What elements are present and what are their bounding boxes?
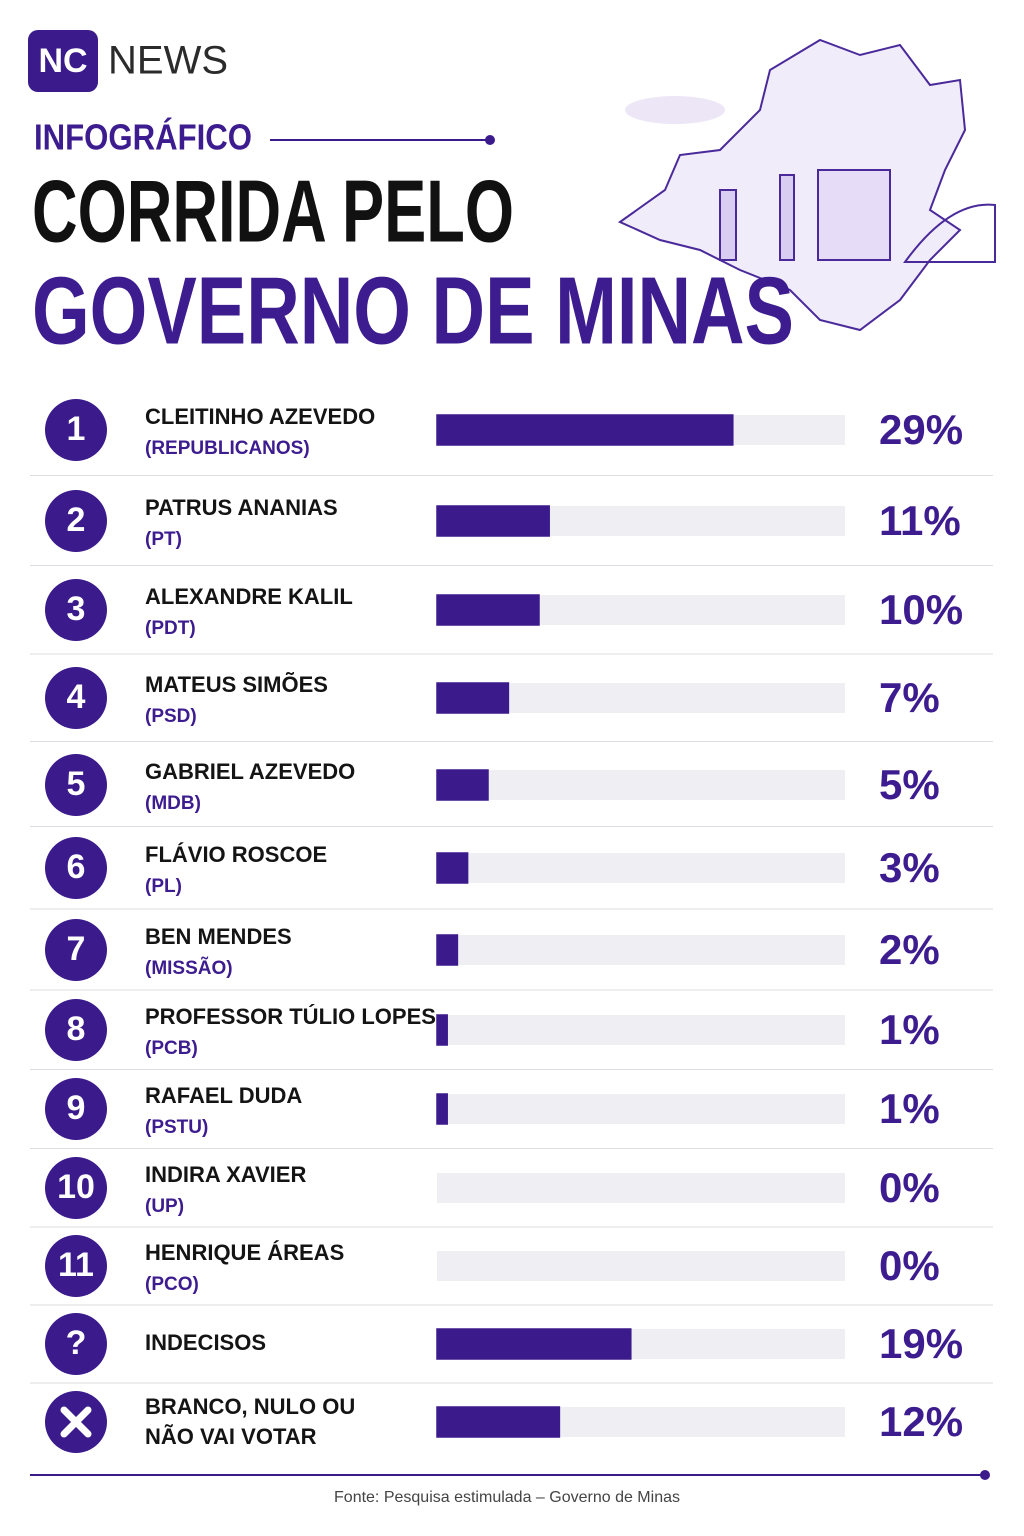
- value-label: 11%: [879, 497, 961, 544]
- value-label: 29%: [879, 406, 963, 453]
- rank: 2: [67, 501, 86, 539]
- party: (MISSÃO): [145, 957, 233, 979]
- candidate-name: MATEUS SIMÕES: [145, 672, 328, 697]
- candidate-name: INDECISOS: [145, 1330, 266, 1355]
- candidate-name: PATRUS ANANIAS: [145, 495, 338, 520]
- bar: [436, 1014, 448, 1046]
- bar-track: [437, 1015, 845, 1045]
- bar-track: [437, 770, 845, 800]
- value-label: 1%: [879, 1085, 940, 1132]
- logo: NC: [38, 42, 87, 80]
- party: (MDB): [145, 793, 201, 814]
- candidate-name: RAFAEL DUDA: [145, 1083, 302, 1108]
- bar: [436, 934, 459, 966]
- candidate-name: INDIRA XAVIER: [145, 1162, 306, 1187]
- bar-track: [437, 853, 845, 883]
- rank: ?: [66, 1324, 87, 1362]
- rank: 4: [67, 678, 86, 716]
- rank: 5: [67, 765, 86, 803]
- bar: [436, 1093, 448, 1125]
- party: (REPUBLICANOS): [145, 438, 310, 459]
- bar-track: [437, 1094, 845, 1124]
- party: (UP): [145, 1196, 184, 1217]
- rank: 9: [67, 1089, 86, 1127]
- rank-badge: [45, 490, 107, 552]
- bar-track: [437, 935, 845, 965]
- value-label: 5%: [879, 761, 940, 808]
- rank: 3: [67, 590, 86, 628]
- rank-badge: [45, 837, 107, 899]
- party: (PSD): [145, 706, 197, 727]
- value-label: 0%: [879, 1242, 940, 1289]
- party: (PT): [145, 529, 182, 550]
- value-label: 3%: [879, 844, 940, 891]
- rank-badge: [45, 754, 107, 816]
- rank: 8: [67, 1010, 86, 1048]
- bar: [436, 852, 469, 884]
- value-label: 12%: [879, 1398, 963, 1445]
- candidate-name: BRANCO, NULO OU NÃO VAI VOTAR: [145, 1394, 355, 1449]
- bar: [436, 682, 510, 714]
- bar: [436, 769, 489, 801]
- value-label: 0%: [879, 1164, 940, 1211]
- bar: [436, 505, 550, 537]
- logo-box: [28, 30, 98, 92]
- title-line: GOVERNO DE MINAS: [32, 257, 794, 364]
- kicker-dot: [485, 135, 495, 145]
- candidate-name: CLEITINHO AZEVEDO: [145, 404, 375, 429]
- bar-track: [437, 1251, 845, 1281]
- party: (PDT): [145, 618, 196, 639]
- candidate-name: BEN MENDES: [145, 924, 292, 949]
- title-line: CORRIDA PELO: [32, 161, 514, 260]
- candidate-name: ALEXANDRE KALIL: [145, 584, 353, 609]
- party: (PCO): [145, 1274, 199, 1295]
- rank-badge: [45, 399, 107, 461]
- rank: 1: [67, 410, 86, 448]
- kicker: INFOGRÁFICO: [34, 117, 252, 158]
- candidate-name: GABRIEL AZEVEDO: [145, 759, 355, 784]
- source: Fonte: Pesquisa estimulada – Governo de …: [334, 1489, 680, 1506]
- rank-badge: [45, 1078, 107, 1140]
- candidate-name: FLÁVIO ROSCOE: [145, 842, 327, 867]
- bar: [436, 594, 540, 626]
- rank-badge: [45, 1157, 107, 1219]
- value-label: 2%: [879, 926, 940, 973]
- rank: 11: [58, 1246, 94, 1284]
- rank-badge: [45, 667, 107, 729]
- cross-icon: [60, 1406, 92, 1438]
- bar: [436, 414, 734, 446]
- rank-badge: [45, 1313, 107, 1375]
- bar: [436, 1406, 561, 1438]
- rank: 6: [67, 848, 86, 886]
- rank-badge: [45, 919, 107, 981]
- value-label: 10%: [879, 586, 963, 633]
- party: (PSTU): [145, 1117, 208, 1138]
- bar: [436, 1328, 632, 1360]
- footer-dot: [980, 1470, 990, 1480]
- candidate-name: PROFESSOR TÚLIO LOPES: [145, 1004, 436, 1029]
- rank-badge: [45, 579, 107, 641]
- rank-badge: [45, 1235, 107, 1297]
- candidate-name: HENRIQUE ÁREAS: [145, 1240, 344, 1265]
- value-label: 19%: [879, 1320, 963, 1367]
- party: (PCB): [145, 1038, 198, 1059]
- rank: 7: [67, 930, 86, 968]
- rank-badge: [45, 999, 107, 1061]
- value-label: 1%: [879, 1006, 940, 1053]
- value-label: 7%: [879, 674, 940, 721]
- rank: 10: [57, 1168, 95, 1206]
- bar-track: [437, 1173, 845, 1203]
- cloud: [625, 96, 725, 124]
- map-illustration: [617, 38, 996, 332]
- brand-name: NEWS: [108, 39, 228, 83]
- party: (PL): [145, 876, 182, 897]
